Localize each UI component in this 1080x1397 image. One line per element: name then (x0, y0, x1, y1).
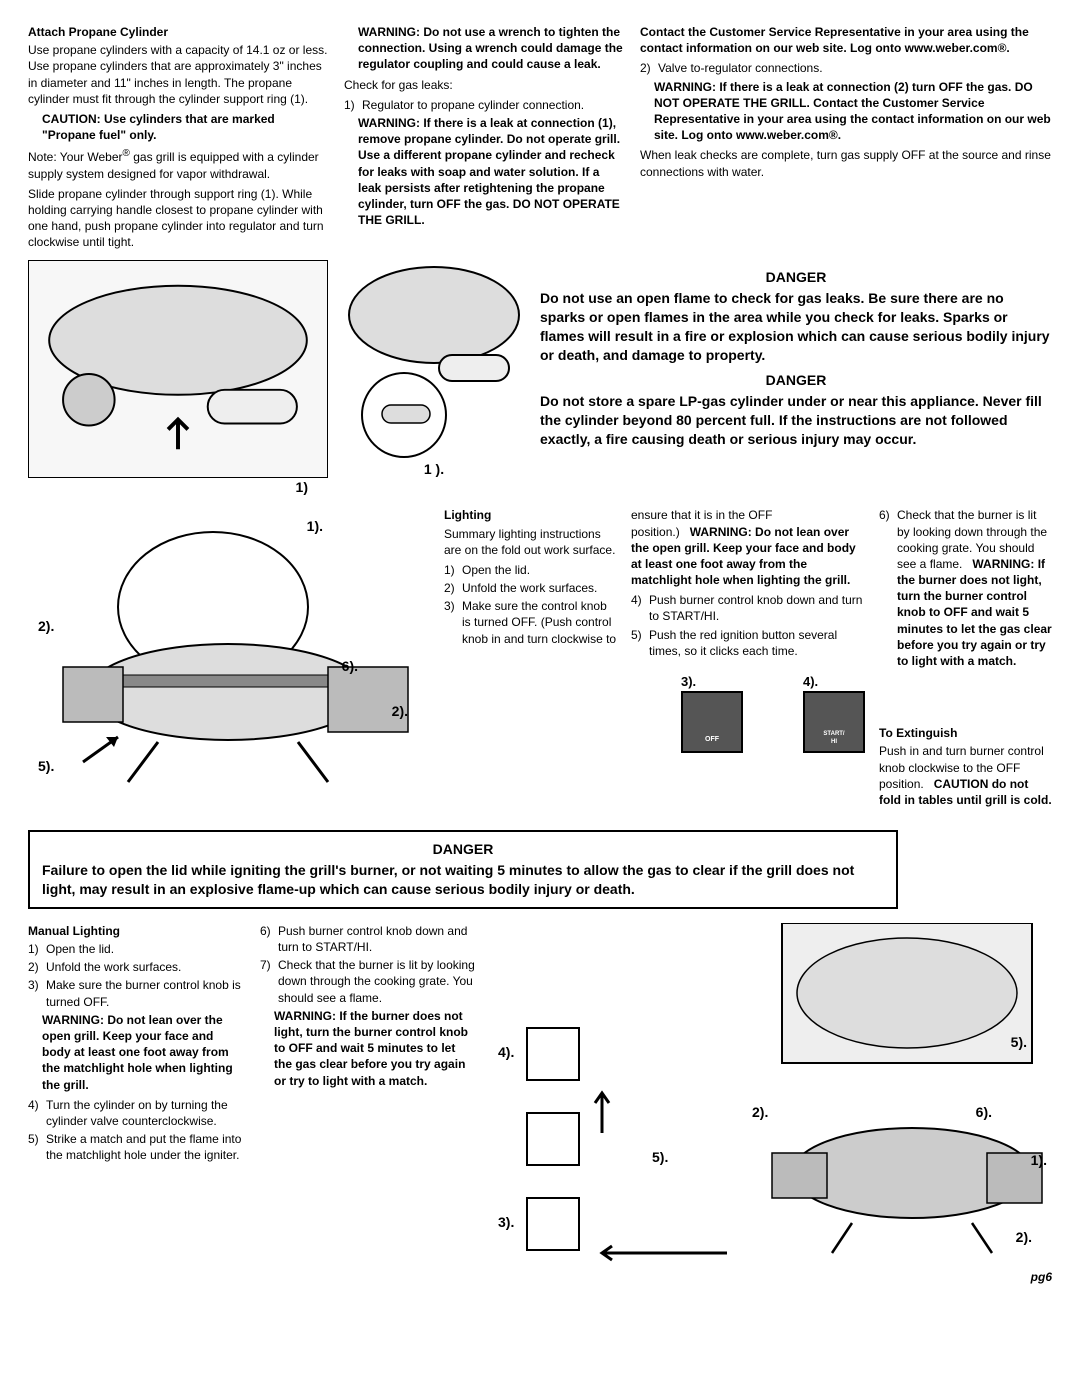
lighting-s3-cont: ensure that it is in the OFF position.) … (631, 507, 865, 588)
manual-steps-b: 4)Turn the cylinder on by turning the cy… (28, 1097, 244, 1164)
mlab-6: 6). (976, 1103, 992, 1122)
danger-column: DANGER Do not use an open flame to check… (540, 260, 1052, 448)
fig1-label: 1) (28, 478, 328, 497)
fig-leak-check: 1 ). (344, 260, 524, 479)
extinguish-heading: To Extinguish (879, 725, 1052, 741)
lighting-summary: Summary lighting instructions are on the… (444, 526, 617, 558)
lighting-steps-c: 6)Check that the burner is lit by lookin… (879, 507, 1052, 669)
top-col-1: Attach Propane Cylinder Use propane cyli… (28, 24, 328, 254)
mlab-5b: 5). (652, 1148, 668, 1167)
manual-warn-nolight: WARNING: If the burner does not light, t… (260, 1008, 476, 1089)
diag-label-1: 1). (307, 517, 323, 536)
attach-heading: Attach Propane Cylinder (28, 24, 328, 40)
attach-p3: Slide propane cylinder through support r… (28, 186, 328, 251)
mlab-4: 4). (498, 1043, 514, 1062)
row-4: Manual Lighting 1)Open the lid. 2)Unfold… (28, 923, 1052, 1263)
diag-label-5: 5). (38, 757, 54, 776)
grill-diagram: 1). 2). 6). 2). 5). (28, 507, 428, 812)
leak-complete: When leak checks are complete, turn gas … (640, 147, 1052, 179)
manual-col-2: 6)Push burner control knob down and turn… (260, 923, 476, 1263)
grill-open-icon (28, 507, 428, 797)
leak-step-2: 2)Valve to-regulator connections. (640, 60, 1052, 76)
check-leaks: Check for gas leaks: (344, 77, 624, 93)
leak-step-1: 1)Regulator to propane cylinder connecti… (344, 97, 624, 113)
manual-steps-c: 6)Push burner control knob down and turn… (260, 923, 476, 1006)
row-2: 1) 1 ). DANGER Do not use an open flame … (28, 260, 1052, 497)
lighting-col-3: 6)Check that the burner is lit by lookin… (879, 507, 1052, 812)
extinguish-text: Push in and turn burner control knob clo… (879, 743, 1052, 808)
contact-csr: Contact the Customer Service Representat… (640, 24, 1052, 56)
diag-label-2a: 2). (38, 617, 54, 636)
knob-off: 3). (681, 673, 743, 757)
top-section: Attach Propane Cylinder Use propane cyli… (28, 24, 1052, 254)
lighting-col-2: ensure that it is in the OFF position.) … (631, 507, 865, 812)
attach-caution: CAUTION: Use cylinders that are marked "… (28, 111, 328, 143)
mlab-3: 3). (498, 1213, 514, 1232)
leak-warning-1: WARNING: If there is a leak at connectio… (344, 115, 624, 228)
manual-col-1: Manual Lighting 1)Open the lid. 2)Unfold… (28, 923, 244, 1263)
manual-diagram-area: 5). 2). 6). 1). 5). 2). 4). 3). (492, 923, 1052, 1263)
manual-steps-a: 1)Open the lid. 2)Unfold the work surfac… (28, 941, 244, 1010)
wrench-warning: WARNING: Do not use a wrench to tighten … (344, 24, 624, 73)
row-3: 1). 2). 6). 2). 5). Lighting Summary lig… (28, 507, 1052, 812)
mlab-2a: 2). (752, 1103, 768, 1122)
diag-label-6: 6). (342, 657, 358, 676)
mlab-2b: 2). (1016, 1228, 1032, 1247)
lighting-heading: Lighting (444, 507, 617, 523)
knob-diagrams: 3). 4). (631, 673, 865, 757)
lighting-steps-b: 4)Push burner control knob down and turn… (631, 592, 865, 659)
manual-diagram-icon (492, 923, 1052, 1263)
danger-open-flame: DANGER Do not use an open flame to check… (540, 268, 1052, 364)
mlab-1: 1). (1031, 1151, 1047, 1170)
danger-lid-ignite: DANGER Failure to open the lid while ign… (28, 830, 898, 909)
page-number: pg6 (28, 1269, 1052, 1285)
leak-warning-2: WARNING: If there is a leak at connectio… (640, 79, 1052, 144)
top-col-3: Contact the Customer Service Representat… (640, 24, 1052, 254)
manual-heading: Manual Lighting (28, 923, 244, 939)
manual-warn-lean: WARNING: Do not lean over the open grill… (28, 1012, 244, 1093)
attach-p1: Use propane cylinders with a capacity of… (28, 42, 328, 107)
lighting-col-1: Lighting Summary lighting instructions a… (444, 507, 617, 812)
lighting-steps-a: 1)Open the lid. 2)Unfold the work surfac… (444, 562, 617, 647)
lighting-columns: Lighting Summary lighting instructions a… (444, 507, 1052, 812)
top-col-2: WARNING: Do not use a wrench to tighten … (344, 24, 624, 254)
knob-start: 4). (803, 673, 865, 757)
attach-p2: Note: Your Weber® gas grill is equipped … (28, 147, 328, 181)
fig-attach-cylinder: 1) (28, 260, 328, 497)
danger-spare-cylinder: DANGER Do not store a spare LP-gas cylin… (540, 371, 1052, 449)
fig2-label: 1 ). (344, 460, 524, 479)
diag-label-2b: 2). (392, 702, 408, 721)
mlab-5a: 5). (1011, 1033, 1027, 1052)
